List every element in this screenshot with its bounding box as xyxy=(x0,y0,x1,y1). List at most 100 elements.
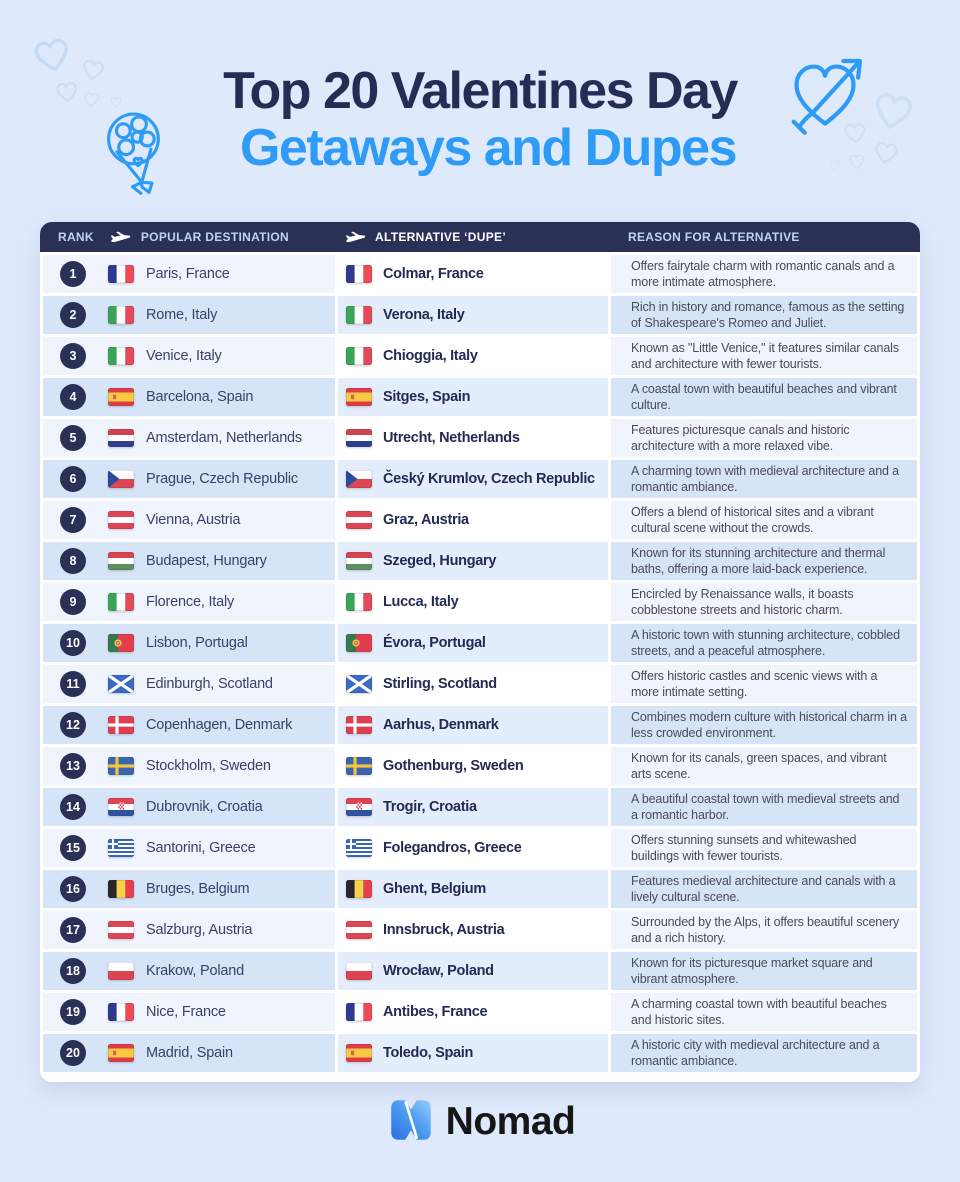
rank-badge: 18 xyxy=(60,958,86,984)
alternative-dupe-cell: Český Krumlov, Czech Republic xyxy=(338,460,608,498)
alternative-dupe-label: Szeged, Hungary xyxy=(383,553,497,569)
rank-badge: 13 xyxy=(60,753,86,779)
flag-it-icon xyxy=(108,306,134,324)
flag-hr-icon xyxy=(346,798,372,816)
alternative-dupe-cell: Stirling, Scotland xyxy=(338,665,608,703)
popular-destination-cell: 19 Nice, France xyxy=(43,993,335,1031)
flag-es-icon xyxy=(108,1044,134,1062)
rank-badge: 12 xyxy=(60,712,86,738)
flag-fr-icon xyxy=(108,1003,134,1021)
flag-gr-icon xyxy=(346,839,372,857)
table-row: 20 Madrid, Spain Toledo, Spain A historic c… xyxy=(43,1034,917,1072)
alternative-dupe-label: Toledo, Spain xyxy=(383,1045,474,1061)
reason-text: Rich in history and romance, famous as t… xyxy=(631,299,905,331)
rank-badge: 20 xyxy=(60,1040,86,1066)
alternative-dupe-cell: Ghent, Belgium xyxy=(338,870,608,908)
flag-at-icon xyxy=(108,921,134,939)
reason-text: Offers fairytale charm with romantic can… xyxy=(631,258,895,290)
alternative-dupe-cell: Toledo, Spain xyxy=(338,1034,608,1072)
reason-cell: Features medieval architecture and canal… xyxy=(611,870,917,908)
header-alternative-dupe: ALTERNATIVE ‘DUPE’ xyxy=(335,230,608,244)
alternative-dupe-label: Sitges, Spain xyxy=(383,389,471,405)
rank-badge: 16 xyxy=(60,876,86,902)
nomad-n-icon xyxy=(390,1100,431,1140)
alternative-dupe-cell: Utrecht, Netherlands xyxy=(338,419,608,457)
flag-dk-icon xyxy=(346,716,372,734)
table-row: 16 Bruges, Belgium Ghent, Belgium Features … xyxy=(43,870,917,908)
popular-destination-cell: 12 Copenhagen, Denmark xyxy=(43,706,335,744)
popular-destination-cell: 15 Santorini, Greece xyxy=(43,829,335,867)
table-row: 4 Barcelona, Spain Sitges, Spain A coastal … xyxy=(43,378,917,416)
flag-es-icon xyxy=(346,1044,372,1062)
reason-text: Known for its canals, green spaces, and … xyxy=(631,750,887,782)
reason-text: Combines modern culture with historical … xyxy=(631,709,907,741)
flag-at-icon xyxy=(346,511,372,529)
alternative-dupe-label: Utrecht, Netherlands xyxy=(383,430,520,446)
alternative-dupe-label: Stirling, Scotland xyxy=(383,676,497,692)
popular-destination-label: Barcelona, Spain xyxy=(146,389,254,405)
alternative-dupe-label: Chioggia, Italy xyxy=(383,348,478,364)
popular-destination-label: Krakow, Poland xyxy=(146,963,244,979)
alternative-dupe-cell: Antibes, France xyxy=(338,993,608,1031)
header-rank-label: RANK xyxy=(58,230,94,244)
flag-gr-icon xyxy=(108,839,134,857)
reason-cell: Rich in history and romance, famous as t… xyxy=(611,296,917,334)
flag-se-icon xyxy=(108,757,134,775)
reason-cell: Known for its stunning architecture and … xyxy=(611,542,917,580)
flag-it-icon xyxy=(108,347,134,365)
reason-text: Known for its stunning architecture and … xyxy=(631,545,886,577)
popular-destination-label: Copenhagen, Denmark xyxy=(146,717,293,733)
flag-it-icon xyxy=(346,306,372,324)
popular-destination-cell: 17 Salzburg, Austria xyxy=(43,911,335,949)
flag-at-icon xyxy=(108,511,134,529)
popular-destination-label: Paris, France xyxy=(146,266,230,282)
alternative-dupe-cell: Innsbruck, Austria xyxy=(338,911,608,949)
flag-it-icon xyxy=(108,593,134,611)
reason-cell: A charming town with medieval architectu… xyxy=(611,460,917,498)
flag-es-icon xyxy=(346,388,372,406)
rank-badge: 17 xyxy=(60,917,86,943)
rank-badge: 8 xyxy=(60,548,86,574)
header-reason-label: REASON FOR ALTERNATIVE xyxy=(628,230,800,244)
reason-cell: A charming coastal town with beautiful b… xyxy=(611,993,917,1031)
table-row: 1 Paris, France Colmar, France Offers fairy… xyxy=(43,255,917,293)
reason-text: A historic town with stunning architectu… xyxy=(631,627,900,659)
brand-logo: Nomad xyxy=(0,1092,960,1148)
alternative-dupe-label: Lucca, Italy xyxy=(383,594,459,610)
reason-text: A beautiful coastal town with medieval s… xyxy=(631,791,900,823)
flag-nl-icon xyxy=(346,429,372,447)
reason-text: A historic city with medieval architectu… xyxy=(631,1037,880,1069)
popular-destination-label: Venice, Italy xyxy=(146,348,222,364)
brand-name: Nomad xyxy=(445,1100,576,1143)
table-row: 3 Venice, Italy Chioggia, Italy Known as "L… xyxy=(43,337,917,375)
alternative-dupe-label: Verona, Italy xyxy=(383,307,465,323)
rank-badge: 4 xyxy=(60,384,86,410)
flag-pt-icon xyxy=(346,634,372,652)
flag-fr-icon xyxy=(108,265,134,283)
rank-badge: 9 xyxy=(60,589,86,615)
popular-destination-label: Santorini, Greece xyxy=(146,840,256,856)
reason-text: Features picturesque canals and historic… xyxy=(631,422,850,454)
flag-nl-icon xyxy=(108,429,134,447)
flag-cz-icon xyxy=(108,470,134,488)
flag-cz-icon xyxy=(346,470,372,488)
reason-cell: Surrounded by the Alps, it offers beauti… xyxy=(611,911,917,949)
popular-destination-label: Amsterdam, Netherlands xyxy=(146,430,302,446)
flag-se-icon xyxy=(346,757,372,775)
reason-cell: Features picturesque canals and historic… xyxy=(611,419,917,457)
alternative-dupe-label: Graz, Austria xyxy=(383,512,469,528)
table-header: RANK POPULAR DESTINATION ALTERNATIVE ‘DU… xyxy=(40,222,920,252)
popular-destination-label: Lisbon, Portugal xyxy=(146,635,248,651)
alternative-dupe-label: Wrocław, Poland xyxy=(383,963,494,979)
rank-badge: 11 xyxy=(60,671,86,697)
popular-destination-cell: 4 Barcelona, Spain xyxy=(43,378,335,416)
page-title: Top 20 Valentines Day Getaways and Dupes xyxy=(0,62,960,176)
popular-destination-label: Florence, Italy xyxy=(146,594,235,610)
reason-cell: A coastal town with beautiful beaches an… xyxy=(611,378,917,416)
popular-destination-label: Dubrovnik, Croatia xyxy=(146,799,263,815)
header-reason: REASON FOR ALTERNATIVE xyxy=(608,230,920,244)
table-row: 8 Budapest, Hungary Szeged, Hungary Known f… xyxy=(43,542,917,580)
popular-destination-label: Madrid, Spain xyxy=(146,1045,233,1061)
alternative-dupe-label: Colmar, France xyxy=(383,266,484,282)
reason-cell: Offers fairytale charm with romantic can… xyxy=(611,255,917,293)
